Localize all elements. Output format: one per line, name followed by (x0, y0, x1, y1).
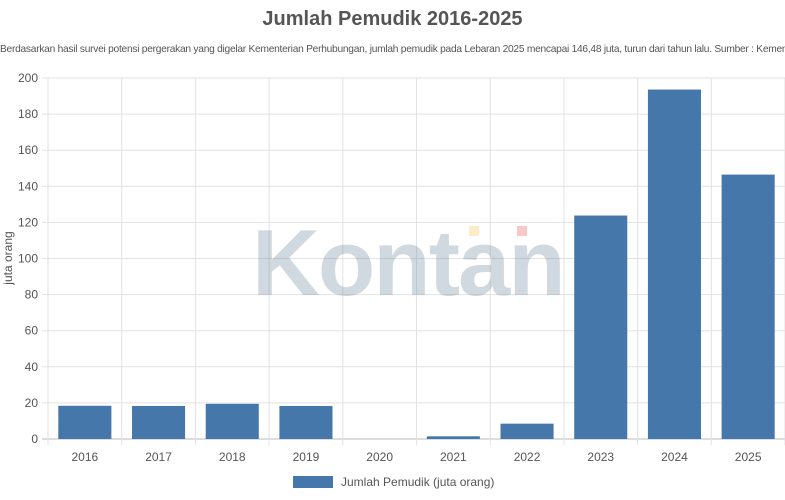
x-tick-label: 2017 (145, 450, 172, 464)
legend-swatch (293, 476, 333, 488)
x-tick-label: 2021 (440, 450, 467, 464)
chart-subtitle: Berdasarkan hasil survei potensi pergera… (0, 44, 785, 55)
bar-2021[interactable] (426, 436, 480, 439)
legend-label: Jumlah Pemudik (juta orang) (341, 475, 495, 489)
bar-2016[interactable] (58, 405, 112, 439)
y-tick-label: 160 (18, 143, 38, 157)
y-tick-label: 0 (31, 432, 38, 446)
y-tick-labels: 0 20 40 60 80 100 120 140 160 180 200 (18, 71, 38, 446)
watermark-logo: Kontan (252, 210, 566, 315)
y-tick-label: 80 (25, 288, 39, 302)
bar-2018[interactable] (205, 403, 259, 439)
y-tick-label: 180 (18, 107, 38, 121)
x-tick-label: 2018 (219, 450, 246, 464)
x-tick-label: 2023 (587, 450, 614, 464)
y-axis-label: juta orang (1, 231, 15, 285)
chart-title: Jumlah Pemudik 2016-2025 (262, 8, 523, 30)
x-tick-label: 2024 (661, 450, 688, 464)
bar-2022[interactable] (500, 423, 554, 439)
y-tick-label: 40 (25, 360, 39, 374)
bar-2019[interactable] (279, 405, 333, 439)
y-tick-label: 60 (25, 324, 39, 338)
bar-2025[interactable] (721, 174, 775, 439)
y-tick-label: 140 (18, 179, 38, 193)
x-tick-label: 2019 (293, 450, 320, 464)
bar-2023[interactable] (574, 215, 628, 439)
x-tick-label: 2022 (514, 450, 541, 464)
x-tick-label: 2020 (366, 450, 393, 464)
bar-2017[interactable] (132, 405, 186, 439)
grid-lines (42, 77, 785, 445)
y-tick-label: 20 (25, 396, 39, 410)
bar-2024[interactable] (647, 89, 701, 439)
x-tick-label: 2016 (71, 450, 98, 464)
bars (58, 89, 775, 439)
svg-text:Kontan: Kontan (252, 210, 564, 315)
x-tick-labels: 2016 2017 2018 2019 2020 2021 2022 2023 2024 2025 (71, 450, 761, 464)
x-tick-label: 2025 (735, 450, 762, 464)
y-tick-label: 120 (18, 215, 38, 229)
legend[interactable]: Jumlah Pemudik (juta orang) (293, 473, 494, 491)
y-tick-label: 200 (18, 71, 38, 85)
y-tick-label: 100 (18, 252, 38, 266)
